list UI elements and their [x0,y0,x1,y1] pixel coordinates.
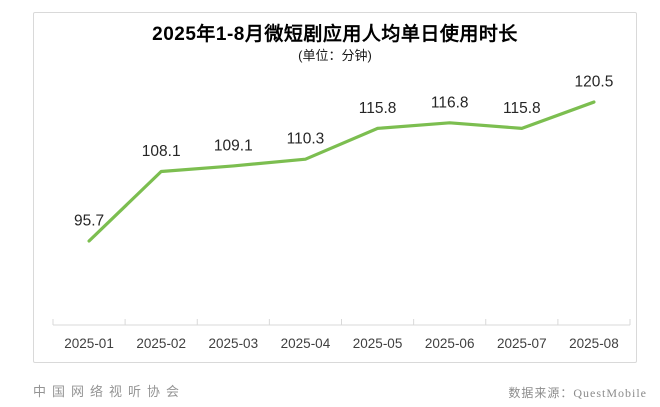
data-label: 116.8 [431,94,469,111]
x-axis-label: 2025-04 [281,336,331,351]
data-label: 95.7 [74,212,104,229]
data-label: 109.1 [214,137,253,154]
x-axis-label: 2025-05 [353,336,403,351]
x-axis-label: 2025-01 [64,336,114,351]
data-label: 115.8 [503,100,541,117]
chart-subtitle: (单位：分钟) [298,48,372,63]
data-label: 110.3 [287,131,325,148]
value-labels-group: 95.7 108.1 109.1 110.3 115.8 116.8 115.8 120.5 [74,74,613,230]
footer-data-source: 数据来源：QuestMobile [508,386,647,400]
x-axis-label: 2025-07 [497,336,547,351]
x-axis-label: 2025-06 [425,336,475,351]
usage-line-series [87,100,596,243]
x-axis [52,319,631,326]
chart-title: 2025年1-8月微短剧应用人均单日使用时长 [152,24,518,45]
x-axis-label: 2025-02 [136,336,186,351]
data-label: 115.8 [359,100,397,117]
footer-organization: 中国网络视听协会 [33,384,186,399]
data-label: 120.5 [575,74,614,91]
data-label: 108.1 [142,143,181,160]
chart-card: 2025年1-8月微短剧应用人均单日使用时长 (单位：分钟) 95.7 108.1… [33,12,637,363]
x-axis-label: 2025-03 [209,336,259,351]
x-axis-label: 2025-08 [569,336,619,351]
x-axis-labels-group: 2025-01 2025-02 2025-03 2025-04 2025-05 2025-… [64,336,618,351]
